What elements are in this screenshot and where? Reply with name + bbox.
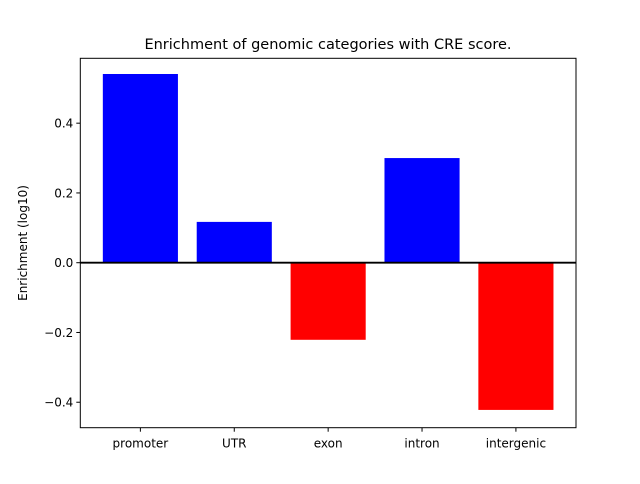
bar-exon: [290, 262, 366, 340]
bar-intron: [384, 158, 460, 263]
chart-title: Enrichment of genomic categories with CR…: [144, 37, 511, 53]
x-tick-label: intergenic: [486, 437, 546, 451]
x-tick-label: intron: [404, 437, 439, 451]
y-tick-label: 0.2: [54, 186, 73, 200]
x-tick-label: promoter: [113, 437, 169, 451]
bar-UTR: [196, 221, 272, 263]
y-axis-label: Enrichment (log10): [16, 185, 30, 301]
bar-intergenic: [478, 262, 554, 410]
bar-promoter: [102, 73, 178, 263]
y-tick-label: 0.0: [54, 256, 73, 270]
plot-frame: [79, 57, 577, 429]
y-tick-label: 0.4: [54, 117, 73, 131]
y-tick-label: −0.2: [44, 326, 73, 340]
y-tick-label: −0.4: [44, 396, 73, 410]
x-tick-label: UTR: [222, 437, 246, 451]
x-tick-label: exon: [314, 437, 343, 451]
